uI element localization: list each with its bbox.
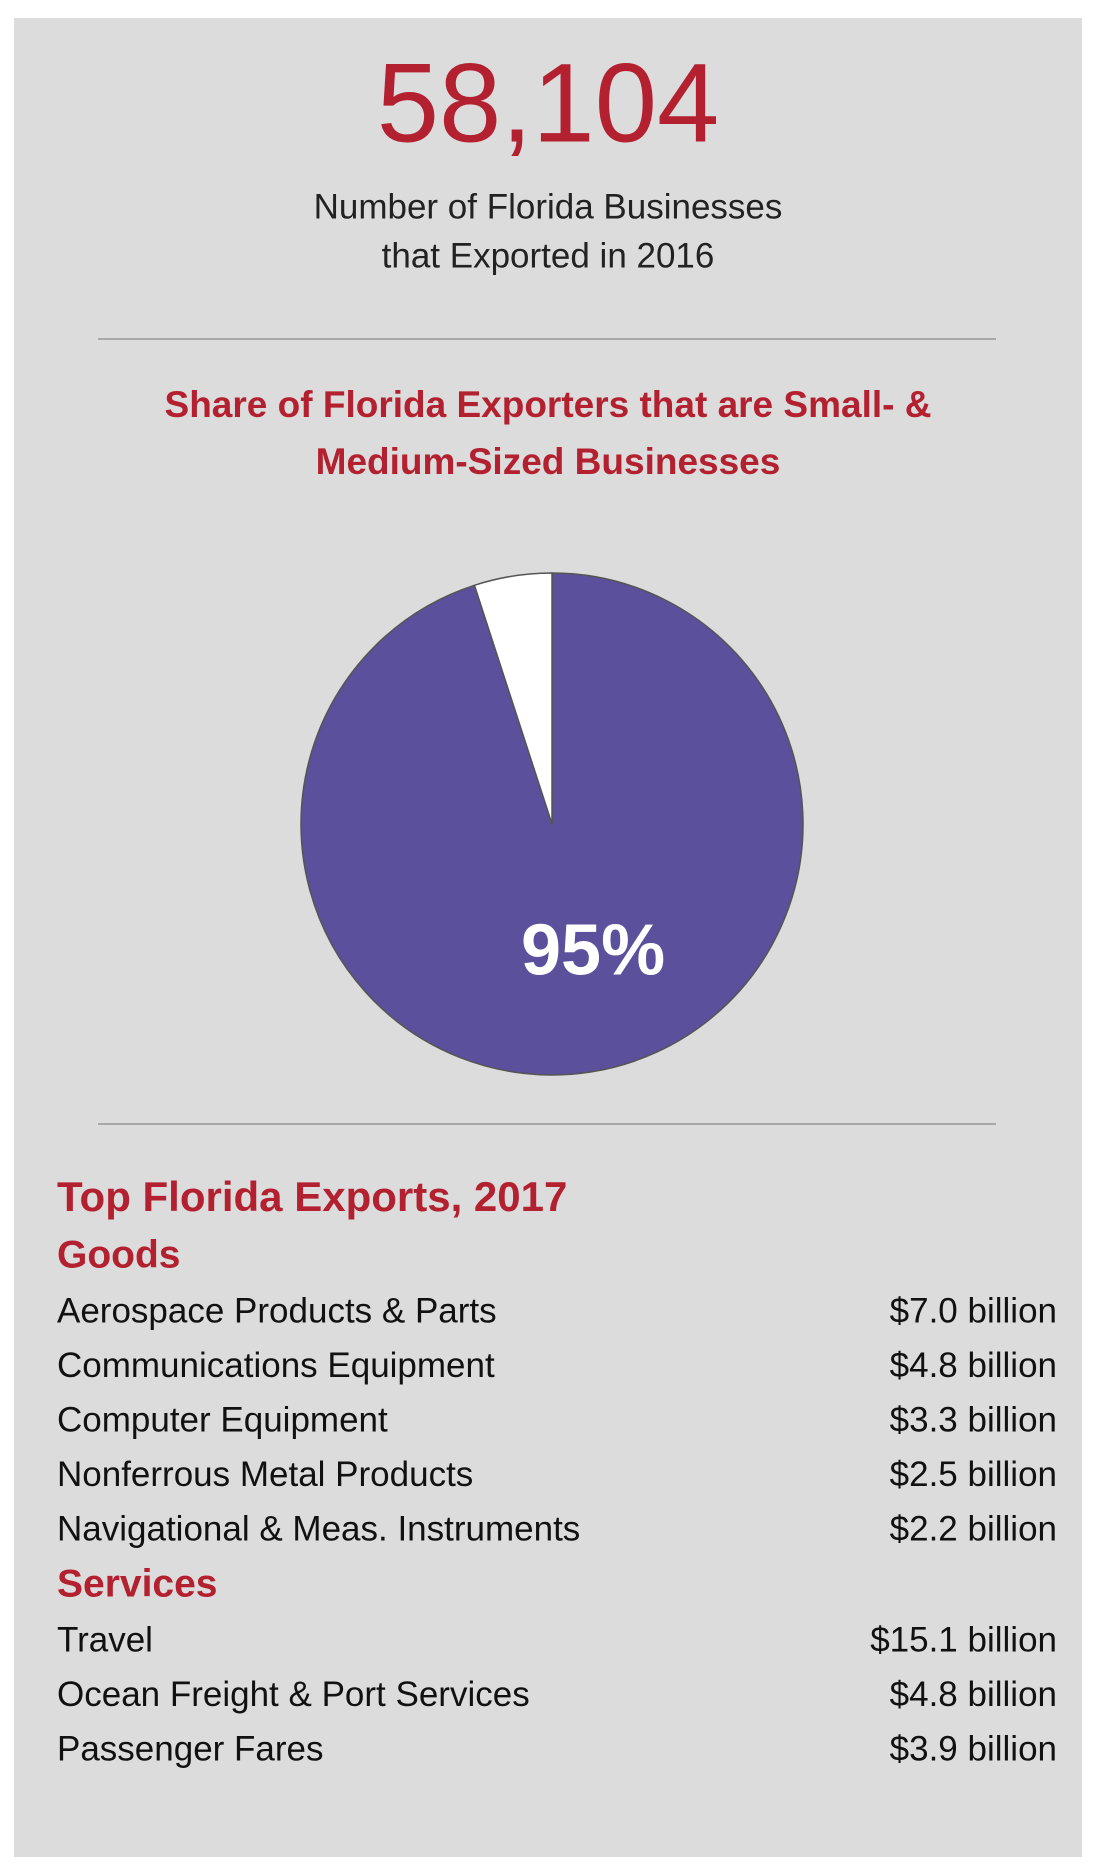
chart-title: Share of Florida Exporters that are Smal… [165, 384, 932, 425]
item-value: $2.2 billion [890, 1509, 1057, 1548]
pie-slice [473, 572, 553, 825]
item-name: Computer Equipment [57, 1400, 388, 1439]
item-value: $4.8 billion [890, 1675, 1057, 1714]
section-heading: Services [57, 1562, 217, 1605]
item-name: Ocean Freight & Port Services [57, 1675, 530, 1714]
item-name: Passenger Fares [57, 1729, 324, 1768]
section-heading: Goods [57, 1233, 181, 1276]
headline-caption: Number of Florida Businesses [314, 187, 783, 226]
item-name: Nonferrous Metal Products [57, 1455, 473, 1494]
item-value: $3.3 billion [890, 1400, 1057, 1439]
item-value: $4.8 billion [890, 1346, 1057, 1385]
item-name: Aerospace Products & Parts [57, 1291, 497, 1330]
slice-label: 95% [521, 911, 665, 991]
item-value: $7.0 billion [890, 1291, 1057, 1330]
headline-caption: that Exported in 2016 [382, 236, 715, 275]
headline-number: 58,104 [377, 41, 720, 166]
chart-title: Medium-Sized Businesses [316, 441, 781, 482]
item-name: Travel [57, 1620, 153, 1659]
item-name: Communications Equipment [57, 1346, 495, 1385]
exports-title: Top Florida Exports, 2017 [57, 1173, 567, 1220]
item-name: Navigational & Meas. Instruments [57, 1509, 580, 1548]
item-value: $2.5 billion [890, 1455, 1057, 1494]
item-value: $15.1 billion [870, 1620, 1057, 1659]
item-value: $3.9 billion [890, 1729, 1057, 1768]
